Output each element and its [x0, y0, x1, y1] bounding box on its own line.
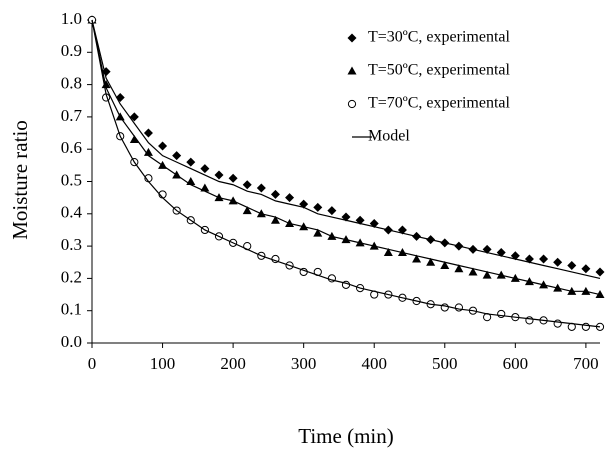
diamond-marker — [347, 33, 357, 43]
triangle-marker — [454, 264, 464, 273]
x-tick-label: 600 — [503, 354, 529, 373]
triangle-marker — [347, 66, 357, 75]
y-tick-label: 0.2 — [61, 267, 82, 286]
legend-label: Model — [368, 128, 410, 145]
triangle-marker — [412, 254, 422, 263]
diamond-marker — [553, 257, 563, 267]
y-tick-label: 0.5 — [61, 170, 82, 189]
y-tick-label: 0.4 — [61, 203, 83, 222]
triangle-marker — [200, 183, 210, 192]
diamond-marker — [186, 157, 196, 167]
circle-marker — [347, 99, 357, 109]
diamond-marker — [129, 112, 139, 122]
circle-marker — [581, 322, 590, 331]
y-tick-label: 0.6 — [61, 138, 82, 157]
diamond-marker — [313, 202, 323, 212]
diamond-marker — [228, 173, 238, 183]
triangle-marker — [482, 270, 492, 279]
y-tick-label: 0.0 — [61, 332, 82, 351]
diamond-marker — [327, 206, 337, 216]
diamond-marker — [143, 128, 153, 138]
circle-marker — [454, 303, 463, 312]
circle-marker — [497, 309, 506, 319]
model-line — [91, 19, 601, 328]
diamond-marker — [285, 193, 295, 203]
triangle-marker — [383, 248, 393, 257]
x-tick-label: 400 — [361, 354, 387, 373]
diamond-marker — [200, 164, 210, 174]
diamond-marker — [567, 260, 577, 270]
triangle-marker — [101, 80, 111, 89]
legend-label: T=50ºC, experimental — [368, 62, 511, 79]
circle-marker — [525, 316, 534, 325]
diamond-marker — [595, 267, 605, 277]
diamond-marker — [510, 251, 520, 261]
model-line — [91, 19, 601, 296]
triangle-marker — [242, 206, 252, 215]
triangle-marker — [440, 260, 450, 269]
triangle-marker — [186, 177, 196, 185]
y-tick-label: 1.0 — [61, 9, 82, 28]
diamond-marker — [256, 183, 266, 193]
triangle-marker — [270, 215, 280, 224]
x-tick-label: 0 — [88, 354, 97, 373]
x-tick-label: 200 — [220, 354, 246, 373]
legend-label: T=70ºC, experimental — [368, 95, 511, 112]
model-line — [91, 19, 601, 279]
y-axis-title: Moisture ratio — [8, 120, 32, 240]
y-tick-label: 0.9 — [61, 41, 82, 60]
y-tick-label: 0.7 — [61, 106, 83, 125]
diamond-marker — [581, 264, 591, 274]
y-tick-label: 0.8 — [61, 74, 82, 93]
x-tick-label: 700 — [573, 354, 599, 373]
y-tick-label: 0.1 — [61, 300, 82, 319]
circle-marker — [553, 319, 562, 328]
diamond-marker — [172, 151, 182, 161]
triangle-marker — [313, 228, 323, 237]
x-tick-label: 500 — [432, 354, 458, 373]
x-tick-label: 100 — [150, 354, 176, 373]
diamond-marker — [539, 254, 549, 264]
diamond-marker — [270, 189, 280, 199]
triangle-marker — [426, 257, 436, 266]
y-tick-label: 0.3 — [61, 235, 82, 254]
triangle-marker — [129, 135, 139, 144]
triangle-marker — [468, 267, 478, 276]
diamond-marker — [242, 180, 252, 190]
diamond-marker — [158, 141, 168, 151]
legend-label: T=30ºC, experimental — [368, 29, 511, 46]
diamond-marker — [214, 170, 224, 180]
x-tick-label: 300 — [291, 354, 317, 373]
x-axis-title: Time (min) — [298, 424, 393, 448]
triangle-marker — [143, 147, 153, 156]
circle-marker — [440, 303, 449, 312]
